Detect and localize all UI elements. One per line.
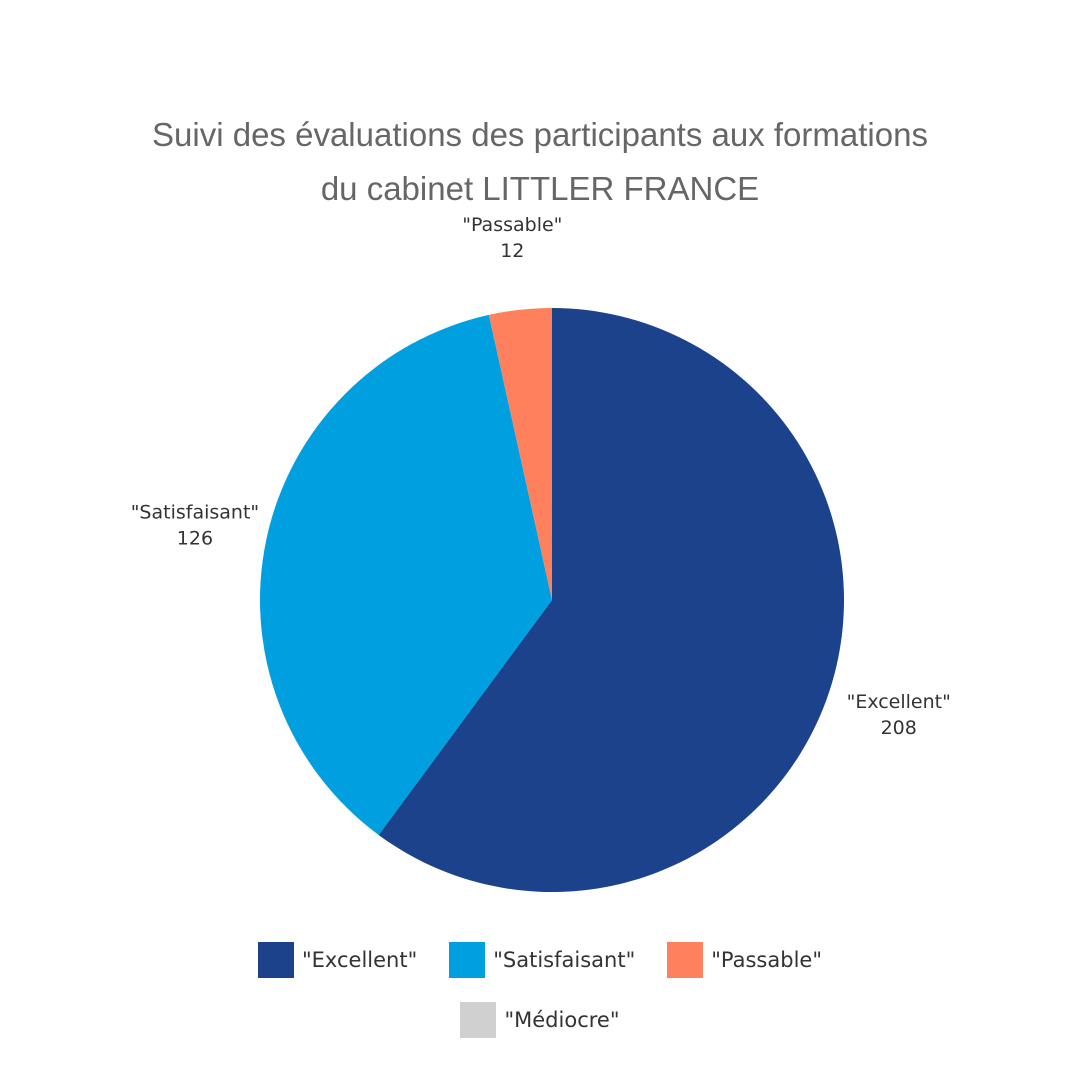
slice-label-value-passable: 12	[500, 240, 524, 262]
legend: "Excellent" "Satisfaisant" "Passable" "M…	[0, 940, 1080, 1060]
pie-slice-excellent[interactable]	[378, 308, 844, 893]
chart-title-line-1: Suivi des évaluations des participants a…	[152, 116, 928, 153]
slice-label-value-satisfaisant: 126	[177, 527, 213, 549]
chart-title-line-2: du cabinet LITTLER FRANCE	[320, 170, 760, 207]
legend-item-mediocre[interactable]: "Médiocre"	[460, 1002, 620, 1038]
legend-label-mediocre: "Médiocre"	[504, 1008, 620, 1032]
legend-swatch-excellent	[258, 942, 294, 978]
pie-slice-satisfaisant[interactable]	[259, 314, 552, 835]
slice-label-name-passable: "Passable"	[462, 214, 562, 236]
slice-label-name-satisfaisant: "Satisfaisant"	[131, 501, 259, 523]
legend-row-1: "Excellent" "Satisfaisant" "Passable"	[0, 940, 1080, 980]
legend-label-excellent: "Excellent"	[302, 948, 418, 972]
slice-label-excellent: "Excellent" 208	[847, 691, 951, 739]
chart-title: Suivi des évaluations des participants a…	[0, 108, 1080, 216]
slice-label-value-excellent: 208	[881, 717, 917, 739]
slice-label-satisfaisant: "Satisfaisant" 126	[131, 501, 259, 549]
legend-swatch-satisfaisant	[449, 942, 486, 978]
legend-label-satisfaisant: "Satisfaisant"	[493, 948, 636, 972]
legend-item-passable[interactable]: "Passable"	[667, 942, 822, 978]
slice-label-name-excellent: "Excellent"	[847, 691, 951, 713]
legend-item-satisfaisant[interactable]: "Satisfaisant"	[449, 942, 635, 978]
legend-row-2: "Médiocre"	[0, 1000, 1080, 1040]
pie-slice-passable[interactable]	[488, 308, 552, 600]
slice-label-passable: "Passable" 12	[462, 214, 562, 262]
legend-label-passable: "Passable"	[711, 948, 822, 972]
legend-swatch-passable	[667, 942, 704, 978]
legend-item-excellent[interactable]: "Excellent"	[258, 942, 417, 978]
legend-swatch-mediocre	[460, 1002, 497, 1038]
